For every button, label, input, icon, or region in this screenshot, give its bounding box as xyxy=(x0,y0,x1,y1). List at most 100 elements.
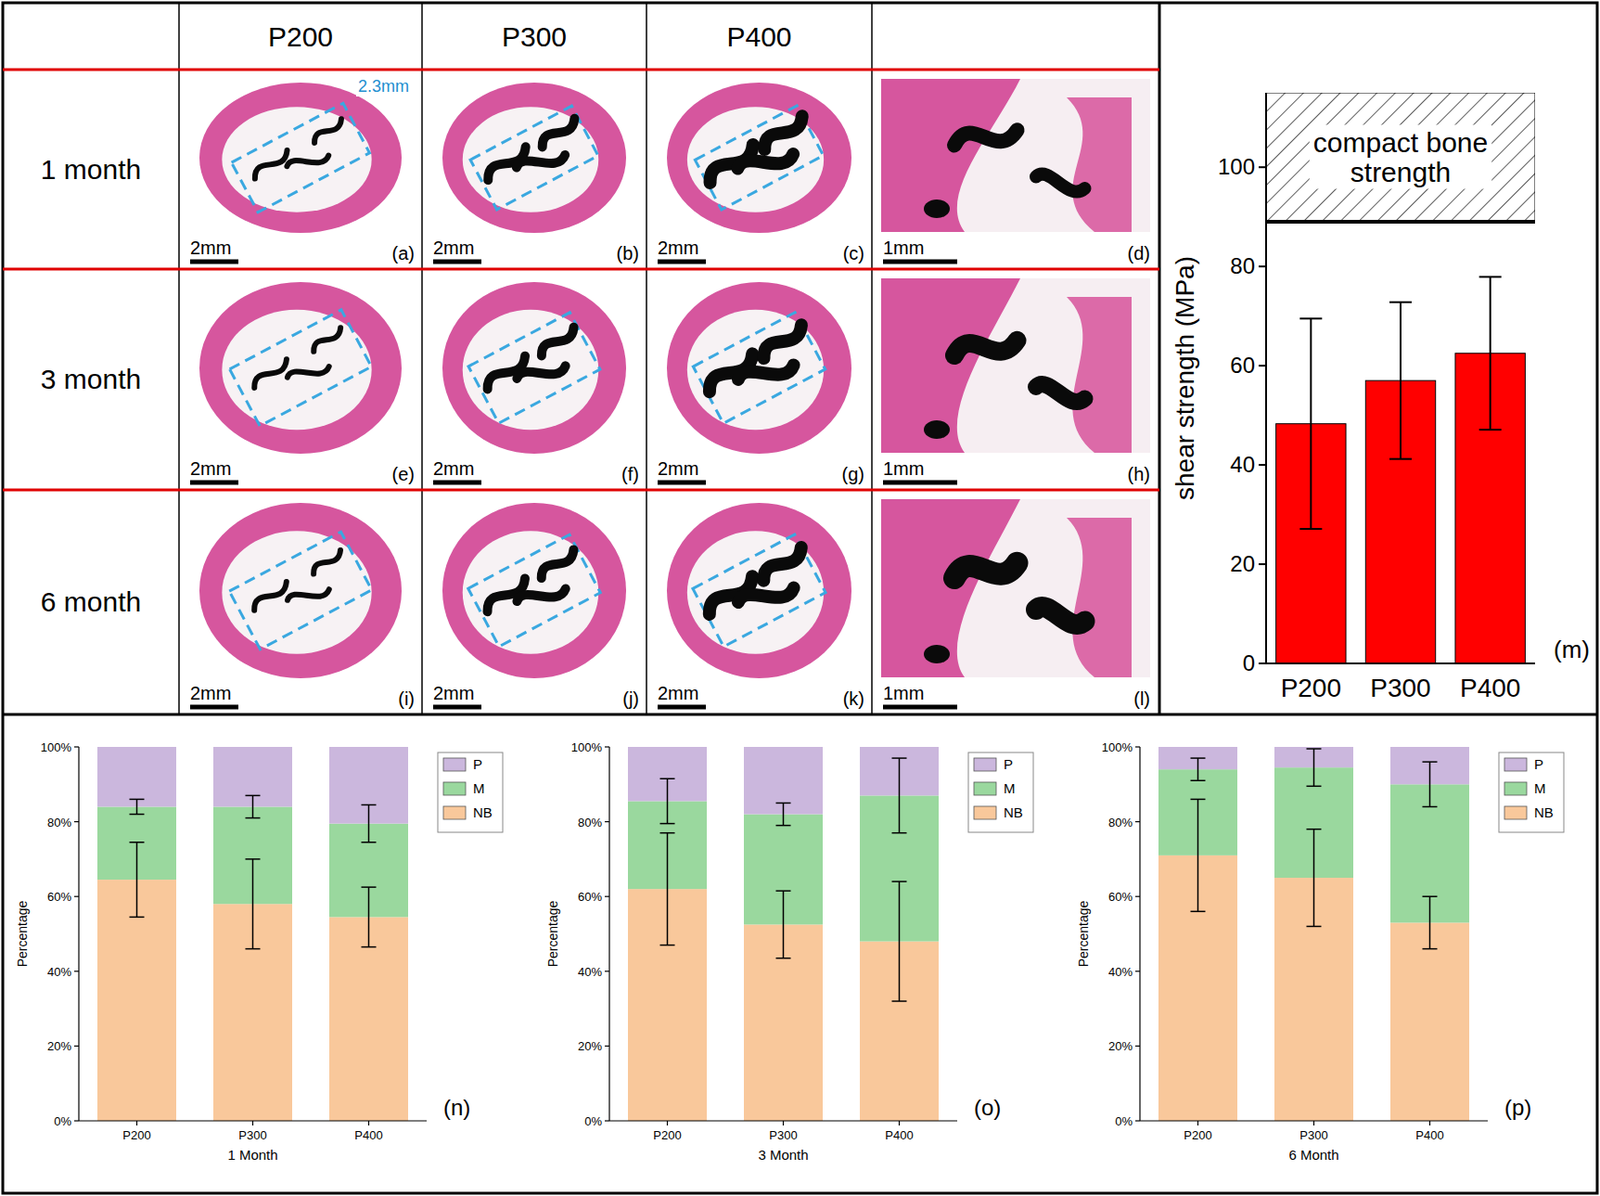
y-tick xyxy=(1135,820,1140,822)
x-tick-label: P300 xyxy=(238,1127,267,1142)
y-tick xyxy=(74,1119,79,1121)
y-axis-title: Percentage xyxy=(545,899,561,967)
y-tick xyxy=(1258,265,1267,268)
error-bar xyxy=(245,858,261,949)
grid-divider xyxy=(421,2,423,715)
x-tick xyxy=(252,1120,254,1126)
implant-region xyxy=(229,531,372,650)
spacer xyxy=(1065,728,1067,1183)
implant-outline xyxy=(468,312,601,423)
scale-label: 2mm xyxy=(190,237,231,258)
legend: PMNB xyxy=(437,752,503,832)
panel-letter: (m) xyxy=(1553,635,1590,664)
label-patch xyxy=(1309,125,1492,190)
error-cap xyxy=(245,947,261,950)
bone-ring xyxy=(199,82,402,233)
histology-section xyxy=(199,82,402,233)
error-bar xyxy=(1479,276,1502,430)
y-tick xyxy=(74,970,79,972)
legend-frame xyxy=(437,752,503,832)
error-cap xyxy=(776,957,792,960)
y-tick-label: 100% xyxy=(40,740,73,755)
implant-strut xyxy=(309,327,345,352)
y-tick-label: 80% xyxy=(577,815,602,830)
scale-bar xyxy=(433,704,482,710)
error-bar xyxy=(1306,748,1322,786)
error-stem xyxy=(782,890,785,959)
implant-outline xyxy=(468,534,602,647)
histology-zoom xyxy=(881,278,1151,453)
panel-letter: (g) xyxy=(842,463,865,485)
scale-bar xyxy=(883,259,958,265)
bone-tissue xyxy=(1066,97,1132,232)
error-bar xyxy=(776,890,792,959)
zoom-ground xyxy=(881,278,1151,453)
bar-segment xyxy=(329,916,409,1121)
page: {"histology": { "columns": ["P200", "P30… xyxy=(0,0,1600,1196)
x-axis xyxy=(1266,662,1536,665)
error-stem xyxy=(1489,276,1492,430)
error-cap xyxy=(776,802,792,805)
error-bar xyxy=(1422,896,1438,948)
column-header: P200 xyxy=(268,21,333,52)
grid-divider xyxy=(645,2,648,715)
implant-strut xyxy=(923,199,950,218)
error-cap xyxy=(1479,275,1502,278)
x-tick xyxy=(666,1120,668,1126)
x-tick-label: P400 xyxy=(1415,1127,1444,1142)
scale-bar xyxy=(883,480,958,486)
x-tick-label: P400 xyxy=(1459,673,1521,703)
error-cap xyxy=(1389,301,1412,304)
error-cap xyxy=(1422,760,1438,763)
y-tick xyxy=(1258,463,1267,466)
x-tick xyxy=(136,1120,138,1126)
error-cap xyxy=(129,916,145,919)
reference-band xyxy=(1266,92,1536,222)
legend-swatch xyxy=(443,757,466,771)
x-tick xyxy=(1429,1120,1431,1126)
histology-zoom xyxy=(881,78,1151,232)
scale-label: 1mm xyxy=(883,458,924,479)
error-cap xyxy=(1306,925,1322,928)
histology-section xyxy=(442,281,627,454)
error-stem xyxy=(252,858,255,949)
x-tick-label: P200 xyxy=(1280,673,1342,703)
implant-strut xyxy=(309,550,345,575)
panel-letter: (h) xyxy=(1127,463,1151,485)
y-tick xyxy=(74,896,79,897)
bone-ring xyxy=(199,281,402,454)
implant-strut xyxy=(758,115,807,150)
scale-bar xyxy=(657,259,706,265)
error-stem xyxy=(1197,757,1200,781)
legend-label: M xyxy=(1003,780,1016,796)
error-cap xyxy=(1422,895,1438,897)
y-tick-label: 60 xyxy=(1229,352,1255,378)
bone-tissue xyxy=(1066,517,1132,678)
y-tick-label: 100% xyxy=(571,740,603,755)
legend-swatch xyxy=(1504,806,1527,820)
implant-strut xyxy=(1036,174,1086,192)
error-cap xyxy=(1422,806,1438,808)
error-cap xyxy=(892,756,908,759)
error-cap xyxy=(129,841,145,844)
bone-tissue xyxy=(881,499,1021,678)
error-bar xyxy=(1389,302,1412,460)
error-stem xyxy=(1309,318,1312,529)
error-stem xyxy=(136,842,139,918)
implant-outline xyxy=(692,534,826,647)
bone-ring xyxy=(442,281,627,454)
error-stem xyxy=(1399,302,1402,460)
legend-swatch xyxy=(973,757,997,771)
implant-region xyxy=(692,534,826,647)
panel-divider xyxy=(1158,2,1162,715)
legend-label: P xyxy=(1003,755,1013,772)
error-stem xyxy=(898,881,901,1001)
implant-strut xyxy=(286,355,331,388)
error-cap xyxy=(129,798,145,801)
x-tick xyxy=(1313,1120,1315,1126)
y-axis xyxy=(1139,746,1140,1121)
scale-label: 2mm xyxy=(190,682,231,704)
bone-tissue xyxy=(881,78,1021,232)
y-axis xyxy=(1265,92,1268,664)
y-tick xyxy=(1258,662,1267,665)
